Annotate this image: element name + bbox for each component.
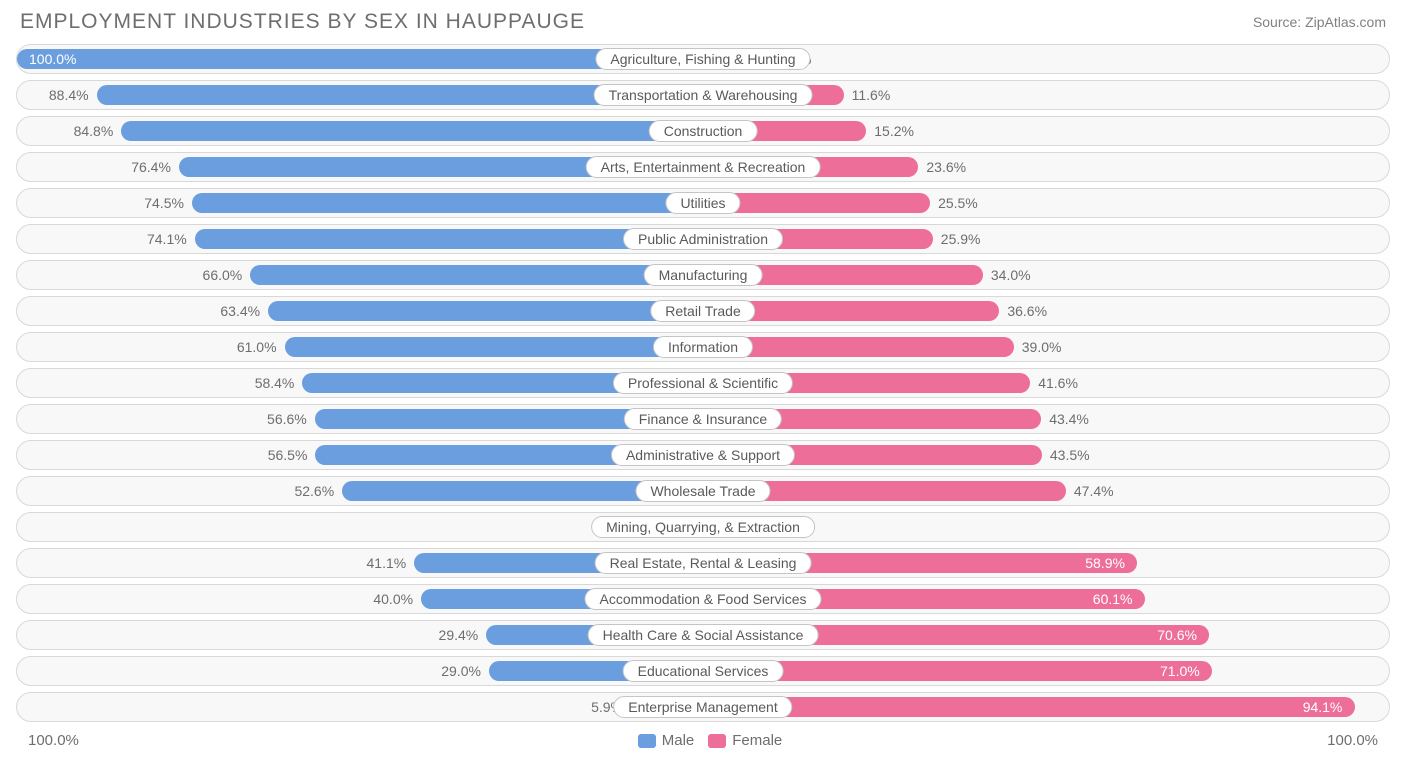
female-value-label: 25.5% [938, 189, 978, 217]
male-value-label: 41.1% [367, 549, 407, 577]
chart-row: 100.0%0.0%Agriculture, Fishing & Hunting [16, 44, 1390, 74]
chart-row: 0.0%0.0%Mining, Quarrying, & Extraction [16, 512, 1390, 542]
legend-swatch-male [638, 734, 656, 748]
female-value-label: 70.6% [1157, 621, 1197, 649]
legend-swatch-female [708, 734, 726, 748]
female-value-label: 43.4% [1049, 405, 1089, 433]
chart-row: 29.4% 70.6% Health Care & Social Assistanc… [16, 620, 1390, 650]
female-value-label: 11.6% [852, 81, 891, 109]
category-label: Mining, Quarrying, & Extraction [591, 516, 815, 538]
category-label: Transportation & Warehousing [594, 84, 813, 106]
category-label: Health Care & Social Assistance [588, 624, 819, 646]
category-label: Finance & Insurance [624, 408, 782, 430]
chart-row: 5.9%94.1%Enterprise Management [16, 692, 1390, 722]
category-label: Information [653, 336, 753, 358]
chart-row: 84.8% 15.2% Construction [16, 116, 1390, 146]
male-value-label: 29.4% [439, 621, 479, 649]
female-value-label: 58.9% [1085, 549, 1125, 577]
female-value-label: 39.0% [1022, 333, 1062, 361]
chart-row: 76.4% 23.6% Arts, Entertainment & Recreati… [16, 152, 1390, 182]
male-value-label: 100.0% [29, 45, 76, 73]
chart-row: 29.0% 71.0% Educational Services [16, 656, 1390, 686]
category-label: Professional & Scientific [613, 372, 793, 394]
male-value-label: 58.4% [255, 369, 295, 397]
chart-row: 74.5% 25.5% Utilities [16, 188, 1390, 218]
category-label: Public Administration [623, 228, 783, 250]
male-value-label: 56.6% [267, 405, 307, 433]
female-value-label: 94.1% [1303, 693, 1343, 721]
chart-row: 52.6% 47.4% Wholesale Trade [16, 476, 1390, 506]
chart-footer: 100.0% Male Female 100.0% [12, 728, 1394, 749]
category-label: Real Estate, Rental & Leasing [595, 552, 812, 574]
female-value-label: 47.4% [1074, 477, 1114, 505]
male-value-label: 40.0% [373, 585, 413, 613]
category-label: Educational Services [623, 660, 784, 682]
chart-row: 61.0% 39.0% Information [16, 332, 1390, 362]
category-label: Administrative & Support [611, 444, 795, 466]
female-value-label: 36.6% [1007, 297, 1047, 325]
category-label: Manufacturing [644, 264, 763, 286]
chart-source: Source: ZipAtlas.com [1253, 14, 1386, 30]
chart-row: 74.1% 25.9% Public Administration [16, 224, 1390, 254]
chart-header: EMPLOYMENT INDUSTRIES BY SEX IN HAUPPAUG… [12, 10, 1394, 44]
female-bar [703, 697, 1355, 717]
axis-left-label: 100.0% [28, 732, 79, 749]
legend-label-female: Female [732, 732, 782, 749]
male-value-label: 88.4% [49, 81, 89, 109]
chart-body: 100.0%0.0%Agriculture, Fishing & Hunting… [12, 44, 1394, 722]
chart-row: 56.5% 43.5% Administrative & Support [16, 440, 1390, 470]
category-label: Retail Trade [650, 300, 755, 322]
chart-row: 41.1% 58.9% Real Estate, Rental & Leasing [16, 548, 1390, 578]
female-value-label: 43.5% [1050, 441, 1090, 469]
chart-row: 88.4% 11.6% Transportation & Warehousing [16, 80, 1390, 110]
category-label: Construction [649, 120, 758, 142]
female-value-label: 34.0% [991, 261, 1031, 289]
female-value-label: 60.1% [1093, 585, 1133, 613]
male-value-label: 52.6% [294, 477, 334, 505]
legend-label-male: Male [662, 732, 695, 749]
male-bar [250, 265, 703, 285]
axis-right-label: 100.0% [1327, 732, 1378, 749]
category-label: Utilities [665, 192, 740, 214]
female-value-label: 25.9% [941, 225, 981, 253]
chart-row: 63.4% 36.6% Retail Trade [16, 296, 1390, 326]
male-bar [285, 337, 703, 357]
male-value-label: 84.8% [74, 117, 114, 145]
chart-title: EMPLOYMENT INDUSTRIES BY SEX IN HAUPPAUG… [20, 10, 585, 34]
male-bar [192, 193, 703, 213]
male-value-label: 74.1% [147, 225, 187, 253]
male-value-label: 76.4% [131, 153, 171, 181]
category-label: Accommodation & Food Services [585, 588, 822, 610]
chart-row: 58.4% 41.6% Professional & Scientific [16, 368, 1390, 398]
female-value-label: 23.6% [926, 153, 966, 181]
male-value-label: 61.0% [237, 333, 277, 361]
female-value-label: 41.6% [1038, 369, 1078, 397]
male-value-label: 29.0% [441, 657, 481, 685]
male-value-label: 56.5% [268, 441, 308, 469]
female-value-label: 15.2% [874, 117, 914, 145]
category-label: Agriculture, Fishing & Hunting [595, 48, 810, 70]
chart-row: 40.0% 60.1% Accommodation & Food Services [16, 584, 1390, 614]
male-value-label: 74.5% [144, 189, 184, 217]
female-value-label: 71.0% [1160, 657, 1200, 685]
chart-row: 66.0% 34.0% Manufacturing [16, 260, 1390, 290]
male-value-label: 63.4% [220, 297, 260, 325]
category-label: Wholesale Trade [635, 480, 770, 502]
male-bar [268, 301, 703, 321]
male-value-label: 66.0% [203, 261, 243, 289]
chart-row: 56.6% 43.4% Finance & Insurance [16, 404, 1390, 434]
category-label: Enterprise Management [613, 696, 792, 718]
male-bar [121, 121, 703, 141]
category-label: Arts, Entertainment & Recreation [586, 156, 821, 178]
